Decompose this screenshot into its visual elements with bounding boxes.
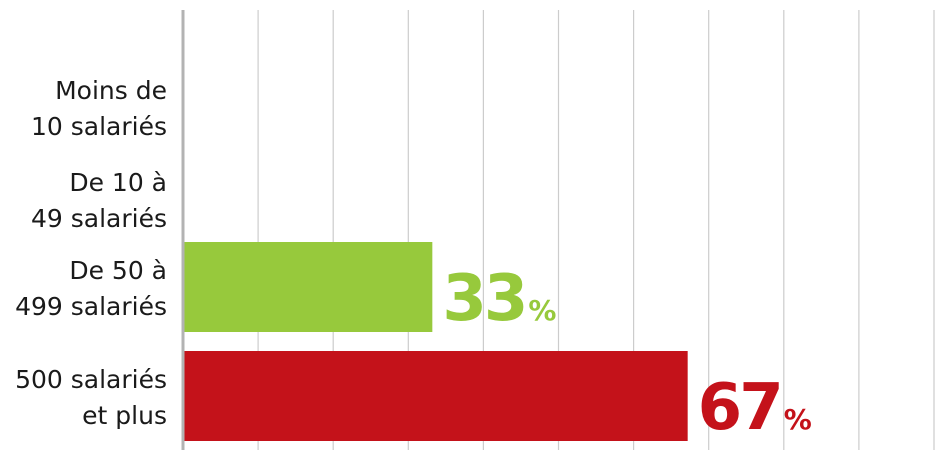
gridlines bbox=[181, 10, 935, 450]
percent-sign: % bbox=[528, 294, 556, 327]
bars bbox=[184, 242, 688, 441]
bar bbox=[184, 242, 433, 332]
value-label: 33 bbox=[442, 262, 525, 336]
value-label: 67 bbox=[698, 371, 781, 445]
category-label: Moins de 10 salariés bbox=[31, 76, 167, 141]
category-label: 500 salariés et plus bbox=[15, 365, 167, 430]
value-labels: 33 %67% bbox=[442, 262, 811, 445]
bar bbox=[184, 351, 688, 441]
percent-sign: % bbox=[784, 403, 812, 436]
category-labels: Moins de 10 salariés De 10 à 49 salariés De … bbox=[15, 76, 167, 430]
category-label: De 10 à 49 salariés bbox=[31, 168, 167, 233]
category-label: De 50 à 499 salariés bbox=[15, 256, 167, 321]
